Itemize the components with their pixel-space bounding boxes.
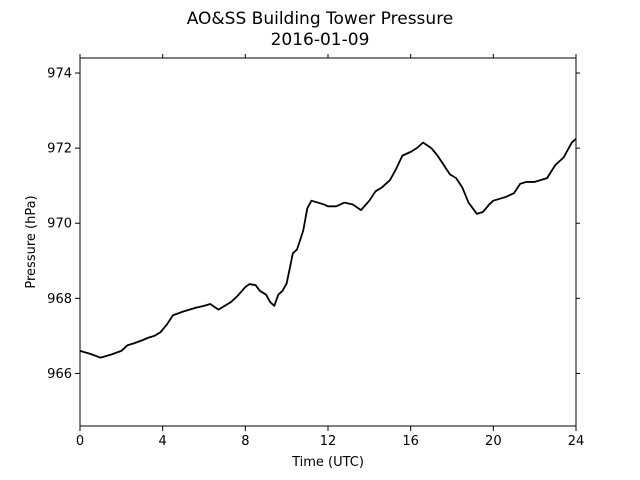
pressure-series-line: [79, 138, 577, 359]
x-tick-label: 20: [485, 434, 502, 449]
chart-title: AO&SS Building Tower Pressure: [187, 9, 454, 29]
x-tick-label: 12: [320, 434, 337, 449]
y-axis: 966 968 970 972 974: [47, 67, 580, 382]
chart-subtitle: 2016-01-09: [271, 30, 370, 50]
x-tick-label: 4: [159, 434, 167, 449]
y-tick-label: 970: [47, 217, 72, 232]
y-tick-label: 968: [47, 292, 72, 307]
x-tick-label: 8: [241, 434, 249, 449]
x-tick-label: 0: [76, 434, 84, 449]
y-tick-label: 966: [47, 367, 72, 382]
plot-frame: [79, 57, 577, 427]
x-tick-label: 24: [568, 434, 585, 449]
x-axis: 0 4 8 12 16 20 24: [76, 54, 584, 449]
x-axis-label: Time (UTC): [291, 455, 364, 470]
y-axis-label: Pressure (hPa): [24, 195, 39, 288]
y-tick-label: 974: [47, 67, 72, 82]
x-tick-label: 16: [402, 434, 419, 449]
y-tick-label: 972: [47, 142, 72, 157]
